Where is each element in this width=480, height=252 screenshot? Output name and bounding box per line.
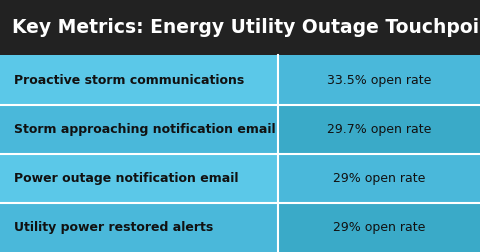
FancyBboxPatch shape xyxy=(0,105,278,154)
Text: Utility power restored alerts: Utility power restored alerts xyxy=(14,221,214,234)
Text: 29% open rate: 29% open rate xyxy=(333,172,425,185)
FancyBboxPatch shape xyxy=(0,0,480,55)
Text: 29.7% open rate: 29.7% open rate xyxy=(327,123,432,136)
Text: Key Metrics: Energy Utility Outage Touchpoints: Key Metrics: Energy Utility Outage Touch… xyxy=(12,18,480,37)
FancyBboxPatch shape xyxy=(278,203,480,252)
FancyBboxPatch shape xyxy=(278,55,480,105)
FancyBboxPatch shape xyxy=(278,105,480,154)
Text: Power outage notification email: Power outage notification email xyxy=(14,172,239,185)
Text: Proactive storm communications: Proactive storm communications xyxy=(14,74,245,86)
FancyBboxPatch shape xyxy=(0,203,278,252)
Text: 29% open rate: 29% open rate xyxy=(333,221,425,234)
FancyBboxPatch shape xyxy=(0,154,278,203)
Text: Storm approaching notification email: Storm approaching notification email xyxy=(14,123,276,136)
Text: 33.5% open rate: 33.5% open rate xyxy=(327,74,432,86)
FancyBboxPatch shape xyxy=(0,55,278,105)
FancyBboxPatch shape xyxy=(278,154,480,203)
